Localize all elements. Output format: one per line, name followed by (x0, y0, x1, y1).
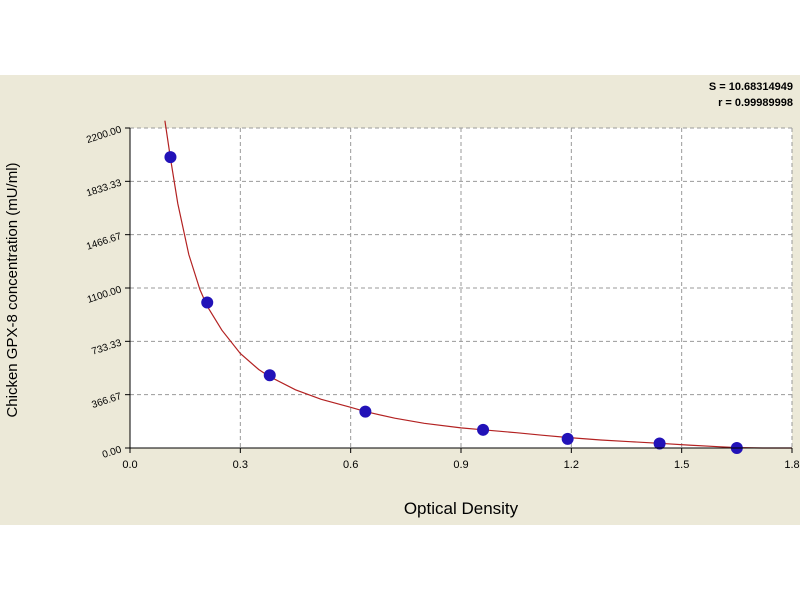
data-point (561, 432, 574, 445)
data-point (201, 296, 214, 309)
x-tick-label: 0.0 (122, 459, 137, 471)
x-axis-label: Optical Density (404, 499, 519, 518)
x-tick-label: 1.8 (784, 459, 799, 471)
x-tick-label: 1.2 (564, 459, 579, 471)
x-tick-label: 1.5 (674, 459, 689, 471)
data-point (164, 151, 177, 164)
fit-stat-r: r = 0.99989998 (718, 97, 793, 109)
y-axis-label: Chicken GPX-8 concentration (mU/ml) (4, 162, 21, 417)
x-axis-ticks: 0.0 0.3 0.6 0.9 1.2 1.5 1.8 (122, 448, 800, 471)
x-tick-label: 0.9 (453, 459, 468, 471)
data-point (359, 405, 372, 418)
x-tick-label: 0.6 (343, 459, 358, 471)
data-point (653, 437, 666, 450)
grid-lines (130, 127, 793, 448)
x-tick-label: 0.3 (233, 459, 248, 471)
data-point (263, 369, 276, 382)
fit-stat-s: S = 10.68314949 (709, 81, 793, 93)
data-point (477, 423, 490, 436)
